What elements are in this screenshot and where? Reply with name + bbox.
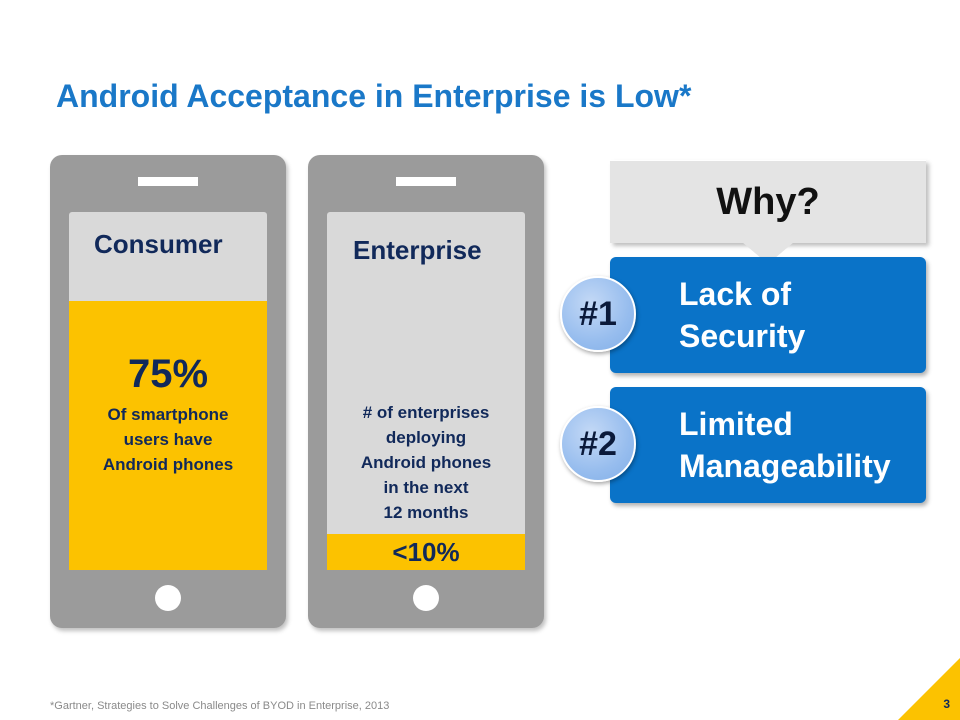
reason-text: Lack of Security [679,273,805,357]
page-number: 3 [943,697,950,711]
consumer-screen: Consumer 75% Of smartphone users have An… [69,212,267,570]
consumer-description: Of smartphone users have Android phones [69,402,267,477]
reason-text: Limited Manageability [679,403,891,487]
consumer-desc-line: Android phones [102,455,234,474]
enterprise-desc-line: deploying [385,428,467,447]
why-callout: Why? [610,160,926,243]
enterprise-label: Enterprise [353,235,482,265]
enterprise-share-fill: <10% [327,534,525,570]
rank-badge-1: #1 [560,276,636,352]
phone-home-button [155,585,181,611]
reason-bar-security: Lack of Security [610,257,926,373]
reason-line: Lack of [679,276,792,312]
enterprise-phone: Enterprise # of enterprises deploying An… [308,155,544,628]
consumer-desc-line: users have [123,430,213,449]
source-footnote: *Gartner, Strategies to Solve Challenges… [50,700,390,712]
enterprise-screen: Enterprise # of enterprises deploying An… [327,212,525,570]
corner-accent [898,658,960,720]
enterprise-desc-line: in the next [383,478,469,497]
phone-home-button [413,585,439,611]
why-text: Why? [716,181,820,223]
phone-speaker [396,177,456,186]
consumer-desc-line: Of smartphone [107,405,229,424]
reason-line: Security [679,318,806,354]
enterprise-desc-line: # of enterprises [362,403,490,422]
rank-badge-2: #2 [560,406,636,482]
slide-title: Android Acceptance in Enterprise is Low* [56,78,692,114]
consumer-phone: Consumer 75% Of smartphone users have An… [50,155,286,628]
reason-bar-manageability: Limited Manageability [610,387,926,503]
enterprise-desc-line: Android phones [360,453,492,472]
enterprise-percent: <10% [392,537,460,567]
consumer-percent: 75% [127,352,209,396]
phone-speaker [138,177,198,186]
reason-line: Manageability [679,448,891,484]
consumer-share-fill: 75% Of smartphone users have Android pho… [69,301,267,570]
consumer-label: Consumer [94,229,223,259]
enterprise-description: # of enterprises deploying Android phone… [327,400,525,525]
reason-line: Limited [679,406,793,442]
enterprise-desc-line: 12 months [383,503,469,522]
